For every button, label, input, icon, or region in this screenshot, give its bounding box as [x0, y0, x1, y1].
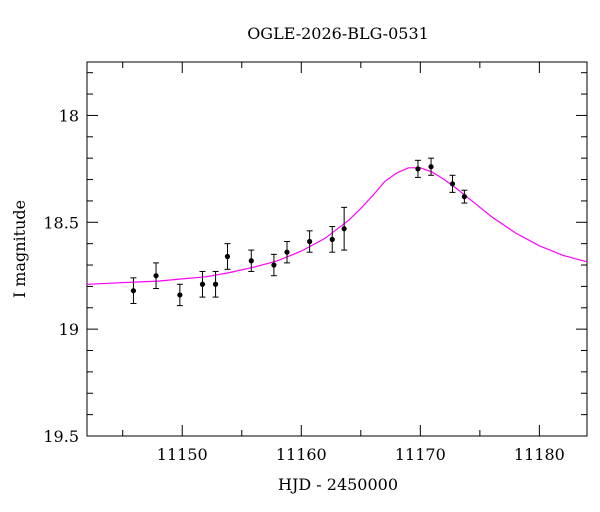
- data-point: [212, 270, 219, 298]
- point-marker: [415, 166, 421, 172]
- data-point: [270, 253, 277, 277]
- point-marker: [428, 164, 434, 170]
- data-point: [130, 277, 137, 304]
- model-curve: [86, 167, 588, 285]
- tick-labels: 11150 11160 11170 11180 18 18.5 19 19.5: [43, 106, 564, 464]
- point-marker: [153, 273, 159, 279]
- data-point: [153, 262, 160, 290]
- point-marker: [212, 281, 219, 287]
- data-points: [130, 157, 468, 307]
- x-tick-label: 11180: [514, 445, 565, 464]
- point-marker: [329, 236, 335, 242]
- y-tick-label: 18.5: [43, 213, 79, 232]
- y-tick-label: 19: [59, 320, 79, 339]
- data-point: [248, 249, 255, 272]
- chart-title: OGLE-2026-BLG-0531: [247, 24, 429, 43]
- point-marker: [461, 194, 467, 200]
- point-marker: [199, 281, 206, 287]
- y-axis-label: I magnitude: [10, 200, 29, 298]
- data-point: [414, 159, 421, 178]
- data-point: [284, 241, 290, 264]
- point-marker: [177, 292, 183, 298]
- data-point: [176, 283, 183, 307]
- point-marker: [130, 288, 137, 294]
- data-point: [306, 230, 313, 253]
- x-axis-label: HJD - 2450000: [278, 475, 398, 494]
- point-marker: [271, 262, 277, 268]
- point-marker: [341, 226, 347, 232]
- point-marker: [248, 258, 254, 264]
- x-tick-label: 11150: [157, 445, 208, 464]
- y-tick-label: 19.5: [43, 427, 79, 446]
- data-point: [461, 189, 468, 204]
- plot-frame: [86, 61, 588, 437]
- data-point: [199, 270, 206, 298]
- data-point: [449, 174, 456, 193]
- point-marker: [307, 238, 313, 245]
- point-marker: [224, 253, 231, 260]
- point-marker: [449, 181, 456, 187]
- axis-ticks: [87, 62, 587, 437]
- y-tick-label: 18: [59, 106, 79, 125]
- data-point: [428, 157, 435, 176]
- data-point: [341, 206, 348, 251]
- data-point: [329, 226, 336, 253]
- x-tick-label: 11170: [395, 445, 446, 464]
- x-tick-label: 11160: [276, 445, 327, 464]
- point-marker: [284, 249, 290, 255]
- data-point: [224, 243, 231, 270]
